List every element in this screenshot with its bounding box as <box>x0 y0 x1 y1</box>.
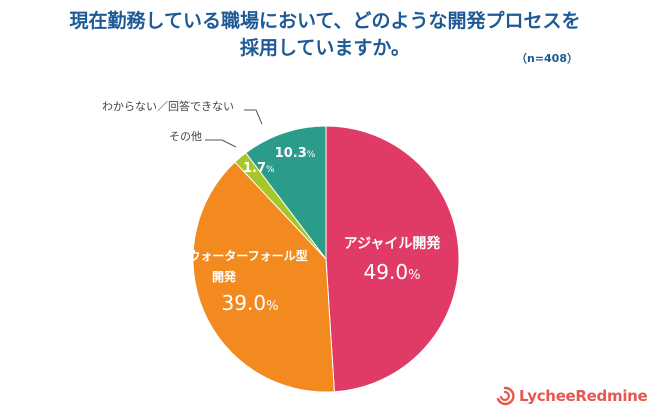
leader-line-other <box>205 139 237 148</box>
value-agile: 49.0% <box>364 260 421 284</box>
label-unknown: わからない／回答できない <box>102 99 234 113</box>
pie-slice-waterfall <box>192 161 335 393</box>
label-agile: アジャイル開発 <box>344 235 442 252</box>
label-waterfall-line2: 開発 <box>212 269 237 284</box>
pie-slice-unknown <box>245 125 327 261</box>
sample-size: （n=408） <box>515 52 578 65</box>
value-other: 1.7% <box>243 161 275 176</box>
leader-lines <box>205 109 263 148</box>
label-waterfall-line1: ウォーターフォール型 <box>188 248 307 263</box>
chart-title-line1: 現在勤務している職場において、どのような開発プロセスを <box>69 10 581 32</box>
lychee-redmine-logo: LycheeRedmine <box>495 386 648 406</box>
pie-slices <box>192 125 460 393</box>
value-waterfall: 39.0% <box>222 291 279 315</box>
leader-line-unknown <box>244 109 263 125</box>
lychee-swirl-icon <box>496 386 515 406</box>
chart-title-line2: 採用していますか。 <box>239 37 411 59</box>
logo-text: LycheeRedmine <box>519 387 648 405</box>
value-unknown: 10.3% <box>275 146 316 161</box>
chart-title: 現在勤務している職場において、どのような開発プロセスを 採用していますか。 <box>0 8 650 62</box>
label-other: その他 <box>169 130 202 143</box>
pie-slice-agile <box>325 125 460 393</box>
